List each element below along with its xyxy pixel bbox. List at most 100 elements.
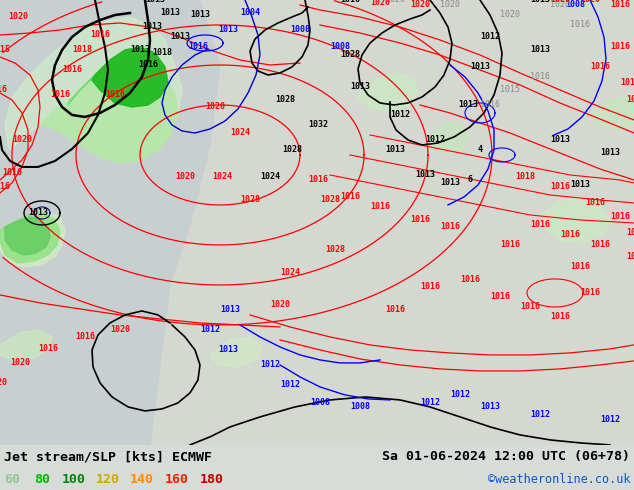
Text: 101: 101: [626, 252, 634, 262]
Text: 1028: 1028: [240, 196, 260, 204]
Text: 1016: 1016: [75, 332, 95, 342]
Text: 1020: 1020: [410, 0, 430, 9]
Text: 1013: 1013: [458, 100, 478, 109]
Text: 1028: 1028: [320, 196, 340, 204]
Text: 1013: 1013: [130, 46, 150, 54]
Text: 1028: 1028: [325, 245, 345, 254]
Text: 1020: 1020: [270, 300, 290, 310]
Text: 1016: 1016: [610, 213, 630, 221]
Text: 1016: 1016: [188, 43, 208, 51]
Text: 1013: 1013: [385, 146, 405, 154]
Polygon shape: [92, 47, 168, 107]
Text: 1012: 1012: [530, 411, 550, 419]
Text: 120: 120: [96, 473, 120, 487]
Text: 1020: 1020: [10, 358, 30, 368]
Text: 1020: 1020: [175, 172, 195, 181]
Text: 1013: 1013: [160, 8, 180, 18]
Text: 1016: 1016: [420, 282, 440, 292]
Text: 1013: 1013: [190, 10, 210, 20]
Text: 1013: 1013: [142, 23, 162, 31]
Text: 1008: 1008: [290, 25, 310, 34]
Polygon shape: [40, 47, 178, 163]
Text: 1008: 1008: [565, 0, 585, 9]
Text: 4: 4: [477, 146, 482, 154]
Polygon shape: [540, 197, 610, 243]
Text: 1016: 1016: [340, 0, 360, 4]
Text: 1016: 1016: [610, 43, 630, 51]
Text: 016: 016: [0, 85, 8, 95]
Text: 1016: 1016: [590, 241, 610, 249]
Text: 1012: 1012: [390, 110, 410, 120]
Polygon shape: [5, 17, 182, 163]
Text: 1016: 1016: [570, 263, 590, 271]
Text: 1013: 1013: [415, 171, 435, 179]
Text: 180: 180: [200, 473, 224, 487]
Text: 1016: 1016: [340, 193, 360, 201]
Text: 1016: 1016: [550, 182, 570, 192]
Text: 1013: 1013: [550, 135, 570, 145]
Text: 1020: 1020: [385, 0, 405, 4]
Text: 1016: 1016: [610, 0, 630, 9]
Text: 1013: 1013: [350, 82, 370, 92]
Text: 1016: 1016: [370, 202, 390, 212]
Text: 1016: 1016: [520, 302, 540, 312]
Text: 1013: 1013: [530, 46, 550, 54]
Text: 1016: 1016: [480, 100, 500, 109]
Text: 1020: 1020: [110, 325, 130, 335]
Text: 1016: 1016: [138, 60, 158, 70]
Text: 1016: 1016: [490, 293, 510, 301]
Polygon shape: [68, 47, 168, 107]
Text: 1016: 1016: [550, 313, 570, 321]
Text: 1012: 1012: [280, 380, 300, 390]
Text: 1013: 1013: [218, 345, 238, 354]
Text: 1008: 1008: [330, 43, 350, 51]
Text: 1028: 1028: [282, 146, 302, 154]
Text: 1016: 1016: [410, 216, 430, 224]
Text: 1018: 1018: [152, 49, 172, 57]
Text: 1020: 1020: [440, 0, 460, 9]
Polygon shape: [358, 73, 418, 111]
Text: 1013: 1013: [145, 0, 165, 4]
Text: 1016: 1016: [500, 241, 520, 249]
Text: Jet stream/SLP [kts] ECMWF: Jet stream/SLP [kts] ECMWF: [4, 450, 212, 464]
Polygon shape: [0, 213, 65, 267]
Text: 6: 6: [467, 175, 472, 184]
Text: 1016: 1016: [580, 289, 600, 297]
Text: 1024: 1024: [280, 269, 300, 277]
Text: 1016: 1016: [2, 169, 22, 177]
Text: 1028: 1028: [340, 50, 360, 59]
Text: 1013: 1013: [600, 148, 620, 157]
Polygon shape: [5, 217, 50, 255]
Text: 1016: 1016: [308, 175, 328, 184]
Text: 1013: 1013: [440, 178, 460, 188]
Text: 1013: 1013: [480, 402, 500, 412]
Text: 1012: 1012: [420, 398, 440, 407]
Text: 1012: 1012: [600, 416, 620, 424]
Text: 160: 160: [165, 473, 189, 487]
Text: 1020: 1020: [8, 13, 28, 22]
Text: 1013: 1013: [570, 180, 590, 190]
Text: 1016: 1016: [105, 91, 125, 99]
Text: 1032: 1032: [308, 121, 328, 129]
Text: 1013: 1013: [170, 32, 190, 42]
Text: 1008: 1008: [310, 398, 330, 407]
Text: 1013: 1013: [470, 63, 490, 72]
Text: 1015: 1015: [500, 85, 520, 95]
Text: 100: 100: [62, 473, 86, 487]
Text: 1016: 1016: [62, 66, 82, 74]
Polygon shape: [0, 330, 52, 361]
Text: 1015: 1015: [0, 46, 10, 54]
Text: 60: 60: [4, 473, 20, 487]
Text: ©weatheronline.co.uk: ©weatheronline.co.uk: [488, 473, 630, 487]
Text: 1016: 1016: [570, 21, 590, 29]
Text: 1020: 1020: [550, 0, 570, 4]
Text: 1016: 1016: [530, 73, 550, 81]
Text: 1012: 1012: [200, 325, 220, 335]
Text: 1020: 1020: [550, 0, 570, 9]
Text: 1018: 1018: [515, 172, 535, 181]
Text: 1020: 1020: [580, 0, 600, 4]
Text: 1028: 1028: [275, 96, 295, 104]
Text: 1016: 1016: [50, 91, 70, 99]
Polygon shape: [590, 97, 634, 130]
Text: 80: 80: [34, 473, 50, 487]
